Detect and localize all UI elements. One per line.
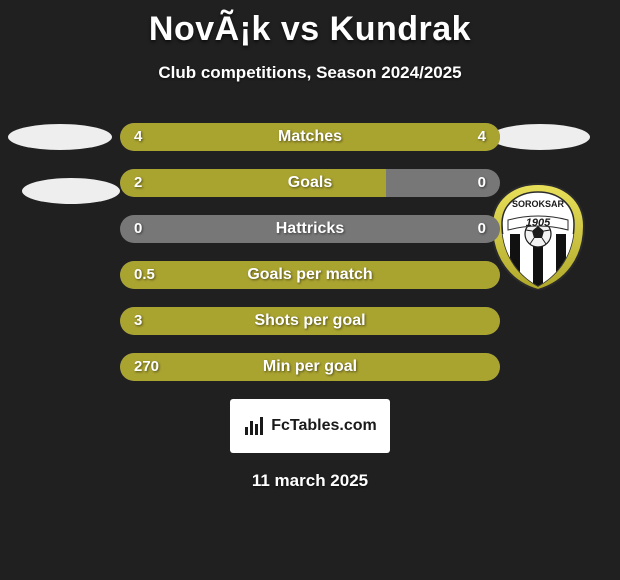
source-badge[interactable]: FcTables.com — [230, 399, 390, 453]
stat-label: Matches — [120, 123, 500, 151]
comparison-card: NovÃ¡k vs Kundrak Club competitions, Sea… — [0, 0, 620, 580]
stat-row: 3 Shots per goal — [120, 307, 500, 335]
page-title: NovÃ¡k vs Kundrak — [0, 0, 620, 49]
stat-label: Goals — [120, 169, 500, 197]
stat-row: 2 Goals 0 — [120, 169, 500, 197]
stat-label: Hattricks — [120, 215, 500, 243]
source-badge-text: FcTables.com — [271, 417, 377, 435]
decoration-ellipse — [490, 124, 590, 150]
team-crest: SOROKSAR 1905 — [488, 182, 588, 290]
crest-year: 1905 — [526, 217, 551, 229]
stat-value-right: 0 — [478, 169, 486, 197]
subtitle: Club competitions, Season 2024/2025 — [0, 63, 620, 83]
stat-row: 0.5 Goals per match — [120, 261, 500, 289]
crest-top-text: SOROKSAR — [512, 199, 565, 209]
bar-chart-icon — [243, 415, 265, 437]
stat-value-right: 4 — [478, 123, 486, 151]
stat-label: Shots per goal — [120, 307, 500, 335]
stat-row: 4 Matches 4 — [120, 123, 500, 151]
stat-row: 0 Hattricks 0 — [120, 215, 500, 243]
decoration-ellipse — [22, 178, 120, 204]
date-label: 11 march 2025 — [0, 471, 620, 491]
stat-label: Goals per match — [120, 261, 500, 289]
decoration-ellipse — [8, 124, 112, 150]
stat-label: Min per goal — [120, 353, 500, 381]
stat-value-right: 0 — [478, 215, 486, 243]
stat-row: 270 Min per goal — [120, 353, 500, 381]
